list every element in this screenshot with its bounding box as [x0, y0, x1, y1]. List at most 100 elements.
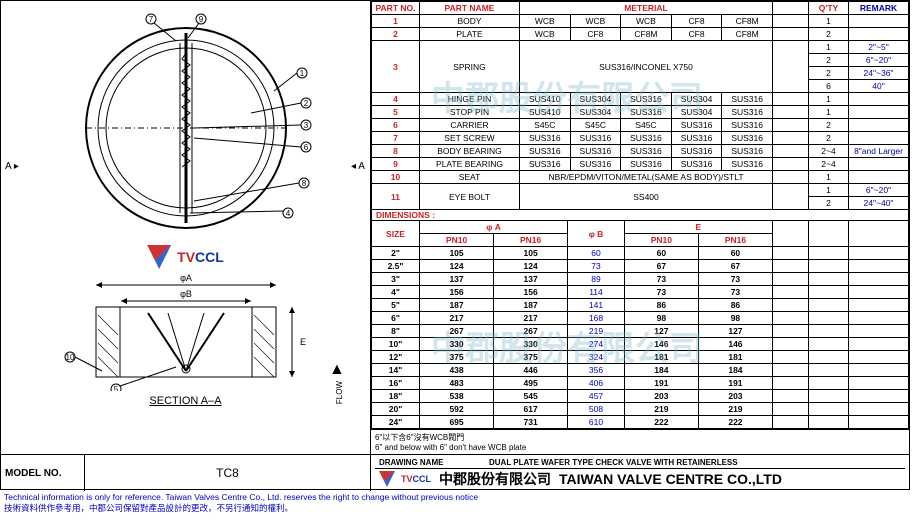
- a10-cell: 267: [420, 325, 494, 338]
- size-cell: 4": [372, 286, 420, 299]
- parts-table: PART NO. PART NAME METERIAL Q'TY REMARK …: [371, 1, 909, 210]
- material-cell: SUS316: [621, 93, 672, 106]
- table-row: 16" 483 495 406 191 191: [372, 377, 909, 390]
- a10-cell: 483: [420, 377, 494, 390]
- material-cell: SUS316: [722, 145, 773, 158]
- material-cell: CF8: [570, 28, 621, 41]
- tvccl-logo: TVCCL: [147, 245, 224, 269]
- drawing-name-block: DRAWING NAME DUAL PLATE WAFER TYPE CHECK…: [371, 455, 909, 491]
- blank-cell: [773, 41, 809, 93]
- table-row: 1BODYWCBWCBWCBCF8CF8M1: [372, 15, 909, 28]
- size-cell: 18": [372, 390, 420, 403]
- a16-cell: 731: [494, 416, 568, 429]
- hdr-E: E: [624, 221, 772, 234]
- part-name: PLATE: [420, 28, 520, 41]
- part-no: 9: [372, 158, 420, 171]
- material-cell: SUS316: [621, 132, 672, 145]
- material-cell: SUS316/INCONEL X750: [520, 41, 773, 93]
- material-cell: SS400: [520, 184, 773, 210]
- tvccl-logo-icon: [379, 471, 395, 487]
- table-row: 14" 438 446 356 184 184: [372, 364, 909, 377]
- drawing-name-value: DUAL PLATE WAFER TYPE CHECK VALVE WITH R…: [489, 458, 738, 467]
- e16-cell: 184: [698, 364, 772, 377]
- hdr-remark: REMARK: [849, 2, 909, 15]
- e16-cell: 127: [698, 325, 772, 338]
- e16-cell: 86: [698, 299, 772, 312]
- table-row: 2" 105 105 60 60 60: [372, 247, 909, 260]
- remark-cell: [849, 15, 909, 28]
- hdr-material: METERIAL: [520, 2, 773, 15]
- part-no: 7: [372, 132, 420, 145]
- table-row: 20" 592 617 508 219 219: [372, 403, 909, 416]
- table-row: 2PLATEWCBCF8CF8MCF8CF8M2: [372, 28, 909, 41]
- material-cell: WCB: [621, 15, 672, 28]
- table-row: 3SPRINGSUS316/INCONEL X75012"~5": [372, 41, 909, 54]
- material-cell: SUS316: [570, 158, 621, 171]
- top-view-drawing: 7 9 1 2 3 6 8 4: [56, 13, 316, 243]
- material-cell: SUS316: [722, 132, 773, 145]
- part-name: CARRIER: [420, 119, 520, 132]
- hdr-a-pn16: PN16: [494, 234, 568, 247]
- a10-cell: 124: [420, 260, 494, 273]
- svg-text:5: 5: [113, 385, 118, 391]
- remark-cell: [849, 28, 909, 41]
- blank-cell: [773, 93, 809, 106]
- b-cell: 114: [568, 286, 625, 299]
- material-cell: S45C: [570, 119, 621, 132]
- remark-cell: [849, 132, 909, 145]
- section-label: SECTION A–A: [149, 395, 221, 407]
- table-row: 7SET SCREWSUS316SUS316SUS316SUS316SUS316…: [372, 132, 909, 145]
- tvccl-logo-text: TVCCL: [177, 249, 224, 265]
- part-no: 4: [372, 93, 420, 106]
- blank-cell: [773, 15, 809, 28]
- notes-block: 6"以下含6"沒有WCB閥門 6" and below with 6" don'…: [371, 429, 909, 454]
- e10-cell: 146: [624, 338, 698, 351]
- footer-en: Technical information is only for refere…: [4, 492, 914, 503]
- company-zh: 中郡股份有限公司: [439, 469, 551, 489]
- table-row: 6" 217 217 168 98 98: [372, 312, 909, 325]
- model-value: TC8: [85, 455, 371, 491]
- material-cell: S45C: [520, 119, 571, 132]
- remark-cell: [849, 158, 909, 171]
- part-name: STOP PIN: [420, 106, 520, 119]
- hdr-phiB: φ B: [568, 221, 625, 247]
- a16-cell: 545: [494, 390, 568, 403]
- a16-cell: 330: [494, 338, 568, 351]
- table-row: 8BODY BEARINGSUS316SUS316SUS316SUS316SUS…: [372, 145, 909, 158]
- hdr-a-pn10: PN10: [420, 234, 494, 247]
- hdr-partno: PART NO.: [372, 2, 420, 15]
- hdr-blank: [773, 2, 809, 15]
- part-name: PLATE BEARING: [420, 158, 520, 171]
- qty-cell: 6: [809, 80, 849, 93]
- blank-cell: [773, 171, 809, 184]
- qty-cell: 2~4: [809, 158, 849, 171]
- svg-text:7: 7: [148, 15, 153, 24]
- e16-cell: 73: [698, 273, 772, 286]
- material-cell: SUS316: [722, 158, 773, 171]
- flow-label: FLOW: [335, 381, 344, 404]
- hdr-e-pn16: PN16: [698, 234, 772, 247]
- table-row: 24" 695 731 610 222 222: [372, 416, 909, 429]
- material-cell: SUS316: [722, 119, 773, 132]
- material-cell: SUS316: [621, 145, 672, 158]
- qty-cell: 2~4: [809, 145, 849, 158]
- a10-cell: 538: [420, 390, 494, 403]
- remark-cell: 8"and Larger: [849, 145, 909, 158]
- svg-text:1: 1: [299, 69, 304, 78]
- section-view-drawing: φA φB: [56, 271, 316, 391]
- a10-cell: 330: [420, 338, 494, 351]
- b-cell: 73: [568, 260, 625, 273]
- part-no: 3: [372, 41, 420, 93]
- a10-cell: 592: [420, 403, 494, 416]
- blank-cell: [773, 145, 809, 158]
- material-cell: SUS316: [520, 132, 571, 145]
- e16-cell: 181: [698, 351, 772, 364]
- material-cell: SUS316: [570, 145, 621, 158]
- tvccl-logo-small: TVCCL: [379, 471, 431, 487]
- size-cell: 5": [372, 299, 420, 312]
- material-cell: SUS316: [671, 132, 722, 145]
- table-row: 5" 187 187 141 86 86: [372, 299, 909, 312]
- svg-text:2: 2: [303, 99, 308, 108]
- part-name: SEAT: [420, 171, 520, 184]
- remark-cell: 6"~20": [849, 54, 909, 67]
